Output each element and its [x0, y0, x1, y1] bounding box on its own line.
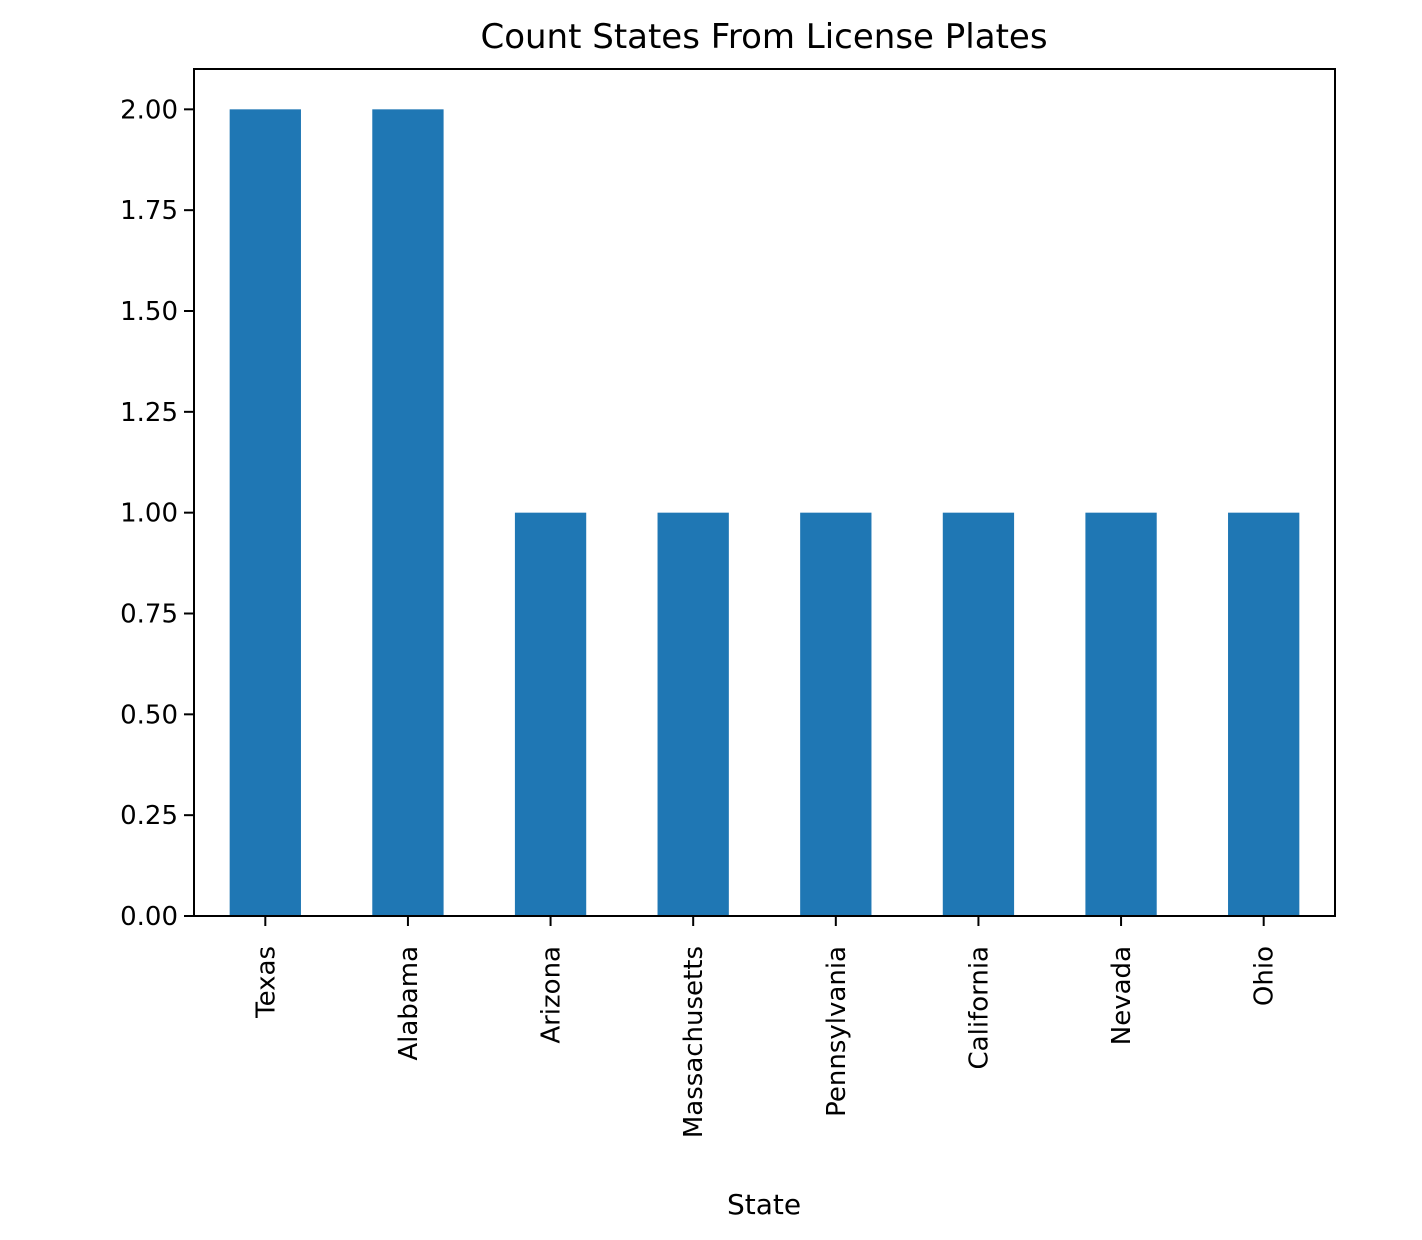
y-tick-label: 0.75 [120, 600, 178, 630]
y-tick-label: 1.25 [120, 398, 178, 428]
chart-title: Count States From License Plates [480, 17, 1047, 57]
x-axis-label: State [727, 1188, 801, 1221]
x-tick-label: Texas [251, 946, 281, 1019]
y-tick-label: 1.00 [120, 499, 178, 529]
plot-frame [193, 68, 1336, 917]
bar-massachusetts [657, 512, 729, 916]
y-tick-label: 0.25 [120, 801, 178, 831]
y-axis: 0.00 0.25 0.50 0.75 1.00 1.25 1.50 1.75 2.00 [120, 95, 194, 932]
y-tick-label: 0.50 [120, 700, 178, 730]
bar-arizona [514, 512, 587, 916]
x-tick-label: Nevada [1107, 946, 1137, 1045]
y-tick-label: 1.75 [120, 196, 178, 226]
bar-pennsylvania [800, 512, 872, 916]
bar-nevada [1085, 512, 1157, 916]
x-tick-label: Arizona [537, 946, 567, 1044]
bar-california [942, 512, 1015, 916]
y-tick-label: 1.50 [120, 297, 178, 327]
y-tick-label: 0.00 [120, 902, 178, 932]
x-tick-label: Massachusetts [679, 946, 709, 1138]
x-tick-label: Alabama [394, 946, 424, 1061]
x-tick-label: California [964, 946, 994, 1069]
y-tick-label: 2.00 [120, 95, 178, 125]
bar-alabama [372, 109, 444, 917]
x-axis: Texas Alabama Arizona Massachusetts Pennsylv… [251, 916, 1280, 1138]
x-tick-label: Pennsylvania [822, 946, 852, 1117]
bar-texas [229, 109, 301, 917]
bars-layer [229, 109, 1300, 917]
x-tick-label: Ohio [1250, 946, 1280, 1006]
bar-ohio [1228, 512, 1300, 916]
